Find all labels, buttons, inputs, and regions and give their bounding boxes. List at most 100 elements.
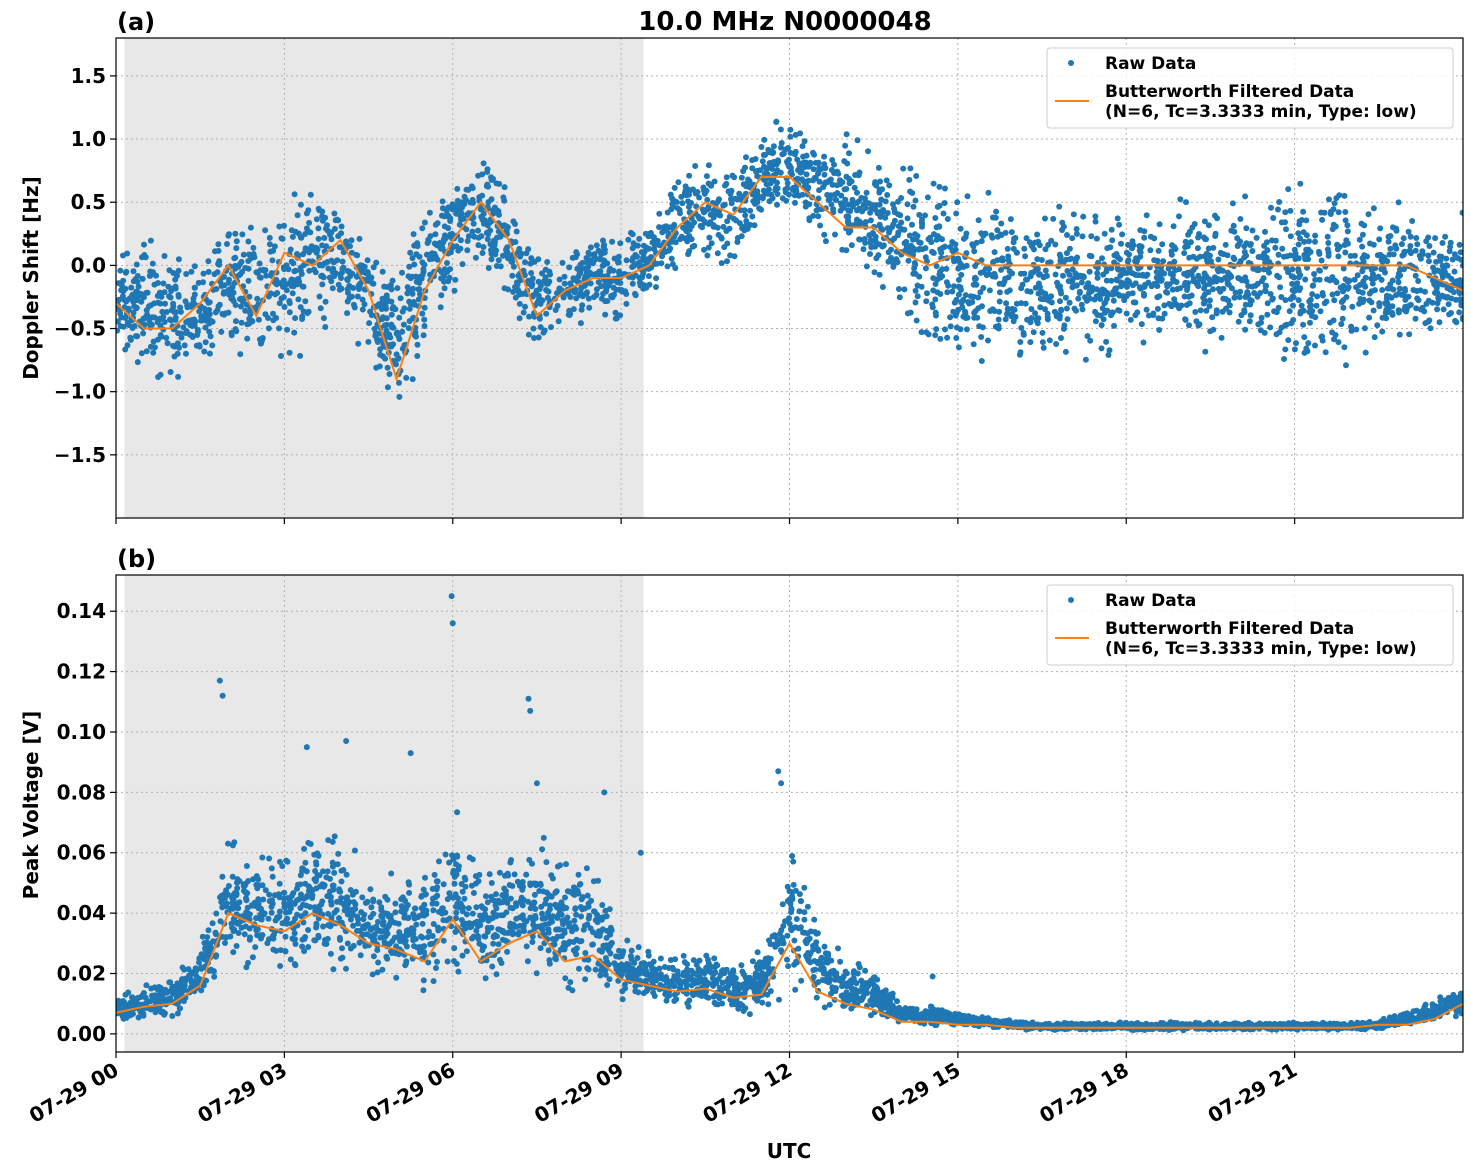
raw-data-point	[708, 240, 715, 247]
raw-data-point	[485, 265, 492, 271]
raw-data-point	[196, 308, 203, 315]
raw-data-point	[912, 246, 919, 253]
doppler-plot-area: −1.5−1.0−0.50.00.51.01.5 Raw DataButterwo…	[54, 37, 1464, 524]
raw-data-point	[1115, 266, 1122, 273]
raw-data-point	[1390, 251, 1397, 258]
raw-data-point	[760, 152, 767, 158]
raw-data-point	[121, 297, 128, 303]
filtered-data-line	[116, 175, 1463, 383]
raw-data-point	[409, 376, 416, 383]
raw-data-point	[668, 206, 675, 213]
raw-data-point	[411, 905, 418, 912]
raw-data-point	[1095, 259, 1102, 266]
raw-data-point	[151, 281, 158, 288]
raw-data-point	[459, 261, 466, 268]
raw-data-point	[786, 163, 793, 169]
raw-data-point	[181, 342, 188, 349]
raw-data-point	[1181, 293, 1188, 300]
raw-data-point	[554, 290, 560, 297]
raw-data-point	[1118, 240, 1124, 247]
raw-data-point	[525, 331, 532, 338]
raw-data-point	[326, 274, 333, 281]
raw-data-point	[1046, 337, 1053, 344]
y-axis-label-voltage: Peak Voltage [V]	[19, 711, 43, 900]
raw-data-point	[590, 260, 596, 267]
raw-data-point	[1353, 326, 1360, 333]
raw-data-point	[1242, 294, 1249, 300]
raw-data-point	[1190, 253, 1197, 260]
raw-data-point	[351, 304, 358, 311]
raw-data-point	[163, 309, 170, 315]
raw-data-point	[1079, 306, 1086, 313]
raw-data-point	[116, 280, 122, 287]
raw-data-point	[885, 258, 892, 265]
raw-data-point	[217, 278, 224, 285]
raw-data-point	[421, 323, 428, 329]
raw-data-point	[404, 290, 411, 297]
raw-data-point	[1406, 302, 1413, 309]
raw-data-point	[576, 965, 582, 972]
raw-data-point	[150, 349, 157, 356]
raw-data-point	[505, 252, 512, 259]
raw-data-point	[1306, 238, 1312, 245]
raw-data-point	[1348, 323, 1355, 330]
raw-data-point	[320, 868, 326, 875]
raw-data-point	[261, 267, 268, 274]
raw-data-point	[816, 187, 823, 194]
raw-data-point	[1209, 314, 1216, 321]
raw-data-point	[997, 231, 1004, 238]
raw-data-point	[600, 237, 606, 244]
raw-data-point	[800, 178, 807, 185]
raw-data-point	[467, 199, 474, 206]
raw-data-point	[168, 285, 175, 292]
raw-data-point	[1071, 305, 1078, 312]
raw-data-point	[1414, 241, 1421, 248]
raw-data-point	[688, 236, 695, 243]
raw-data-point	[1361, 252, 1368, 259]
raw-data-point	[1207, 328, 1214, 335]
raw-data-point	[980, 285, 987, 291]
raw-data-point	[872, 206, 879, 213]
raw-data-point	[400, 321, 407, 328]
raw-data-point	[525, 277, 532, 284]
raw-data-point	[816, 178, 823, 185]
raw-data-point	[1382, 309, 1389, 316]
raw-data-point	[484, 899, 491, 906]
raw-data-point	[1032, 310, 1039, 317]
raw-data-point	[1109, 309, 1116, 316]
raw-data-point	[210, 968, 217, 975]
raw-data-point	[1136, 284, 1143, 291]
raw-data-point	[978, 334, 985, 340]
raw-data-point	[468, 183, 475, 190]
raw-data-point	[1264, 311, 1271, 318]
raw-data-point	[1073, 226, 1080, 232]
raw-data-point	[205, 268, 212, 275]
raw-data-point	[1296, 218, 1303, 225]
raw-data-point	[206, 299, 213, 306]
raw-data-point	[190, 295, 197, 302]
raw-data-point	[788, 168, 795, 175]
raw-data-point	[617, 240, 624, 247]
raw-data-point	[159, 308, 166, 315]
raw-data-point	[579, 302, 586, 309]
raw-data-point	[1459, 314, 1463, 321]
raw-data-point	[1312, 342, 1318, 349]
raw-data-point	[296, 280, 302, 287]
raw-data-point	[1456, 279, 1462, 286]
raw-data-point	[242, 265, 249, 271]
raw-data-point	[539, 270, 545, 277]
raw-data-point	[796, 908, 803, 915]
raw-data-point	[339, 945, 345, 952]
raw-data-point	[322, 324, 329, 330]
raw-data-point	[335, 850, 342, 857]
raw-data-point	[406, 305, 413, 312]
raw-data-point	[1086, 252, 1093, 259]
raw-data-point	[154, 292, 161, 299]
raw-data-point	[1266, 269, 1272, 276]
raw-data-point	[1183, 302, 1190, 308]
raw-data-point	[336, 244, 343, 251]
y-tick-label: −1.5	[54, 443, 106, 467]
raw-data-point	[525, 246, 532, 253]
raw-data-point	[1317, 308, 1324, 315]
